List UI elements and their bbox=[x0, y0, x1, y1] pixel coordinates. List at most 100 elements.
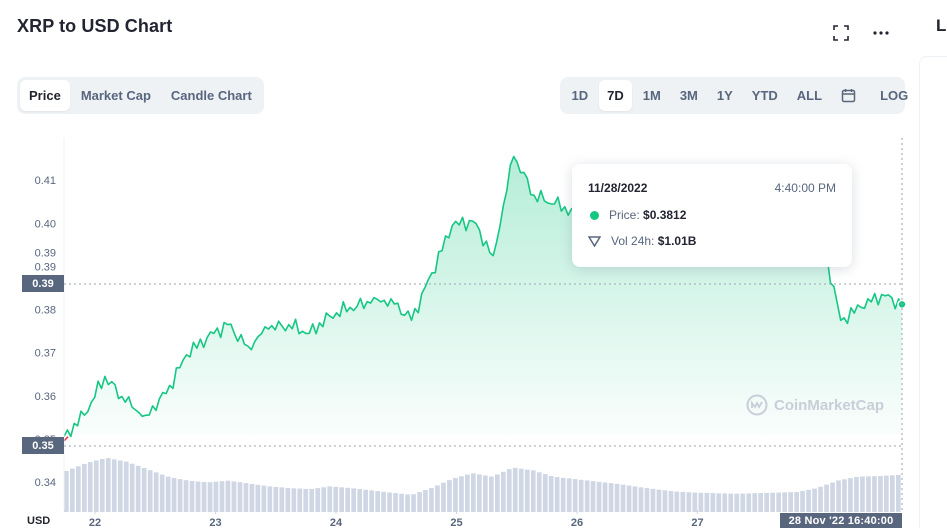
volume-bar bbox=[554, 477, 560, 512]
volume-bar bbox=[129, 463, 135, 512]
volume-bar bbox=[812, 488, 817, 512]
volume-bar bbox=[662, 490, 668, 512]
volume-bar bbox=[105, 458, 111, 512]
volume-bar bbox=[309, 488, 315, 512]
volume-bar bbox=[770, 492, 775, 512]
volume-bar bbox=[764, 492, 769, 512]
volume-bar bbox=[117, 460, 123, 512]
volume-bar bbox=[477, 474, 482, 512]
volume-bar bbox=[255, 484, 261, 512]
volume-bar bbox=[650, 488, 656, 512]
volume-bar bbox=[860, 476, 865, 512]
volume-bar bbox=[854, 476, 859, 512]
volume-bar bbox=[548, 476, 554, 512]
currency-label: USD bbox=[27, 515, 51, 527]
volume-bar bbox=[435, 485, 440, 512]
volume-bar bbox=[884, 475, 889, 512]
volume-bar bbox=[219, 481, 225, 512]
log-scale-toggle[interactable]: LOG bbox=[880, 88, 909, 103]
volume-bar bbox=[536, 472, 542, 512]
volume-bar bbox=[111, 459, 117, 512]
volume-bar bbox=[782, 492, 787, 512]
fullscreen-icon[interactable] bbox=[830, 22, 852, 44]
volume-bar bbox=[207, 482, 213, 512]
volume-bar bbox=[399, 493, 404, 512]
volume-bar bbox=[141, 468, 147, 512]
volume-bar bbox=[93, 460, 99, 512]
volume-bar bbox=[423, 490, 428, 512]
volume-bar bbox=[273, 486, 279, 512]
volume-bar bbox=[171, 477, 177, 512]
volume-bar bbox=[249, 483, 255, 512]
more-icon[interactable] bbox=[870, 22, 892, 44]
range-7d[interactable]: 7D bbox=[598, 80, 633, 111]
volume-bar bbox=[824, 484, 829, 512]
volume-bar bbox=[632, 486, 638, 512]
volume-bar bbox=[459, 476, 464, 512]
volume-bar bbox=[76, 466, 81, 512]
tooltip-volume-value: $1.01B bbox=[657, 234, 697, 248]
volume-bar bbox=[465, 474, 470, 512]
coinmarketcap-watermark: CoinMarketCap bbox=[746, 394, 884, 416]
volume-bar bbox=[195, 481, 201, 512]
y-tick-label: 0.39 bbox=[35, 262, 56, 274]
range-1d[interactable]: 1D bbox=[571, 88, 589, 103]
volume-bar bbox=[381, 491, 386, 512]
y-tick-label: 0.39 bbox=[35, 248, 56, 260]
volume-bar bbox=[357, 489, 362, 512]
volume-bar bbox=[285, 487, 291, 512]
range-1y[interactable]: 1Y bbox=[716, 88, 733, 103]
volume-bar bbox=[848, 478, 853, 512]
chart-type-tabs: Price Market Cap Candle Chart bbox=[17, 77, 264, 114]
volume-bar bbox=[303, 489, 309, 512]
x-tick-label: 23 bbox=[209, 517, 221, 528]
volume-bar bbox=[483, 475, 488, 512]
tab-price[interactable]: Price bbox=[20, 80, 70, 111]
x-tick-label: 27 bbox=[691, 517, 703, 528]
volume-bar bbox=[752, 493, 758, 512]
volume-bar bbox=[471, 473, 476, 512]
volume-bar bbox=[501, 471, 506, 512]
volume-bar bbox=[489, 476, 494, 512]
chart-tooltip: 11/28/2022 4:40:00 PM Price: $0.3812 Vol… bbox=[572, 164, 852, 267]
volume-bar bbox=[441, 482, 446, 512]
volume-bar bbox=[530, 470, 536, 512]
volume-bar bbox=[231, 481, 237, 512]
volume-bar bbox=[70, 468, 75, 512]
range-3m[interactable]: 3M bbox=[679, 88, 698, 103]
volume-bar bbox=[447, 480, 452, 512]
volume-bar bbox=[674, 491, 680, 512]
low-price-tag: 0.35 bbox=[22, 437, 64, 454]
volume-bar bbox=[842, 479, 847, 512]
volume-bar bbox=[728, 493, 734, 512]
volume-bar bbox=[387, 492, 392, 512]
y-tick-label: 0.41 bbox=[35, 175, 56, 187]
calendar-icon[interactable] bbox=[833, 80, 864, 111]
volume-bar bbox=[788, 492, 793, 512]
volume-bar bbox=[87, 462, 93, 512]
volume-bar bbox=[405, 494, 410, 512]
range-ytd[interactable]: YTD bbox=[751, 88, 778, 103]
y-tick-label: 0.34 bbox=[35, 477, 56, 489]
volume-bar bbox=[896, 474, 901, 512]
x-tick-label: 24 bbox=[330, 517, 343, 528]
watermark-text: CoinMarketCap bbox=[774, 396, 885, 414]
volume-bar bbox=[291, 488, 297, 512]
price-dot-icon bbox=[590, 210, 599, 220]
volume-bar bbox=[590, 481, 596, 512]
tab-market-cap[interactable]: Market Cap bbox=[80, 88, 151, 103]
tab-candle-chart[interactable]: Candle Chart bbox=[170, 88, 252, 103]
volume-bar bbox=[177, 479, 183, 512]
range-all[interactable]: ALL bbox=[796, 88, 823, 103]
x-tick-label: 22 bbox=[89, 517, 101, 528]
range-1m[interactable]: 1M bbox=[642, 88, 661, 103]
volume-bar bbox=[327, 486, 333, 512]
volume-bar bbox=[806, 489, 811, 512]
y-tick-label: 0.36 bbox=[35, 391, 56, 403]
side-panel-heading: L bbox=[936, 16, 947, 35]
volume-bar bbox=[620, 484, 626, 512]
tooltip-date: 11/28/2022 bbox=[588, 181, 648, 195]
x-tick-label: 26 bbox=[571, 517, 583, 528]
volume-bar bbox=[82, 463, 87, 512]
volume-bar bbox=[518, 468, 524, 512]
